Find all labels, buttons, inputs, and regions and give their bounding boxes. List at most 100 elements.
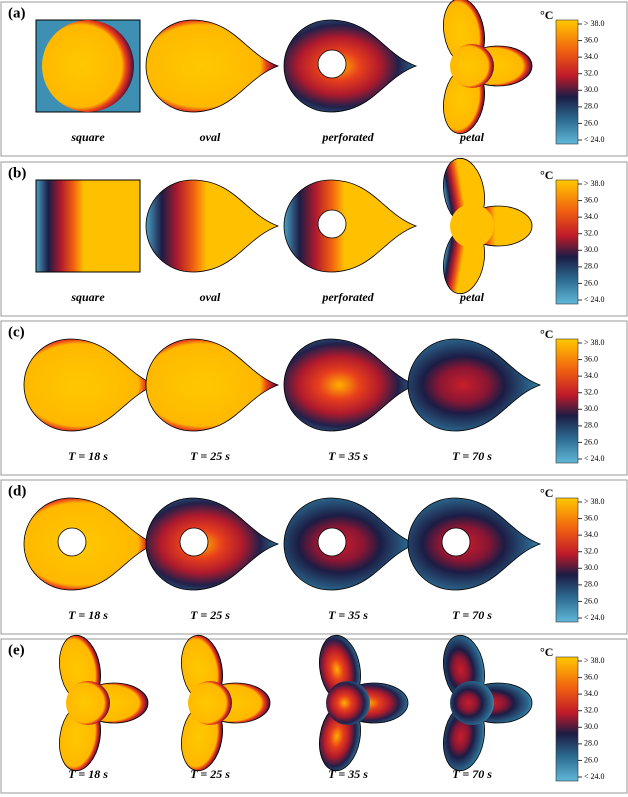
caption: T = 18 s xyxy=(68,449,108,463)
caption: perforated xyxy=(321,130,374,144)
colorbar-label: 34.0 xyxy=(584,212,598,221)
caption: T = 25 s xyxy=(190,608,230,622)
caption: petal xyxy=(459,130,485,144)
colorbar xyxy=(556,657,578,781)
hole xyxy=(318,210,346,238)
colorbar-label: 34.0 xyxy=(584,371,598,380)
caption: T = 70 s xyxy=(452,449,492,463)
petal-core xyxy=(450,204,494,248)
oval-plate xyxy=(146,180,278,272)
specimen xyxy=(408,498,540,590)
colorbar-label: 28.0 xyxy=(584,421,598,430)
specimen xyxy=(408,339,540,431)
oval-plate xyxy=(24,498,156,590)
panel-label: (a) xyxy=(8,5,26,21)
oval-plate xyxy=(408,339,540,431)
oval-plate xyxy=(284,20,416,112)
colorbar-label: 32.0 xyxy=(584,69,598,78)
panel-label: (d) xyxy=(8,483,26,499)
panel: (a)squareovalperforatedpetal°C> 38.036.0… xyxy=(1,0,627,156)
colorbar-label: 32.0 xyxy=(584,388,598,397)
colorbar-label: 30.0 xyxy=(584,563,598,572)
specimen xyxy=(24,498,156,590)
colorbar-label: 36.0 xyxy=(584,672,598,681)
oval-plate xyxy=(408,498,540,590)
colorbar-label: 26.0 xyxy=(584,437,598,446)
petal-core xyxy=(66,681,110,725)
square-plate xyxy=(36,180,140,272)
hole xyxy=(180,528,208,556)
colorbar-label: 36.0 xyxy=(584,195,598,204)
colorbar-label: > 38.0 xyxy=(584,19,605,28)
colorbar-label: < 24.0 xyxy=(584,295,605,304)
colorbar-label: > 38.0 xyxy=(584,656,605,665)
colorbar-label: > 38.0 xyxy=(584,179,605,188)
colorbar-unit: °C xyxy=(540,327,553,341)
specimen xyxy=(146,498,278,590)
colorbar-unit: °C xyxy=(540,486,553,500)
specimen xyxy=(284,498,416,590)
colorbar-unit: °C xyxy=(540,168,553,182)
caption: T = 18 s xyxy=(68,608,108,622)
colorbar-label: 28.0 xyxy=(584,580,598,589)
colorbar-label: 30.0 xyxy=(584,404,598,413)
oval-plate xyxy=(146,20,278,112)
colorbar-label: 28.0 xyxy=(584,739,598,748)
caption: T = 18 s xyxy=(68,767,108,781)
colorbar-unit: °C xyxy=(540,8,553,22)
colorbar-label: 26.0 xyxy=(584,596,598,605)
specimen xyxy=(146,180,278,272)
oval-plate xyxy=(284,339,416,431)
specimen xyxy=(284,20,416,112)
colorbar-label: 26.0 xyxy=(584,118,598,127)
specimen xyxy=(54,632,148,774)
hot-zone xyxy=(42,20,134,112)
specimen xyxy=(314,632,408,774)
colorbar-label: 34.0 xyxy=(584,689,598,698)
caption: T = 35 s xyxy=(328,449,368,463)
colorbar-label: 30.0 xyxy=(584,245,598,254)
specimen xyxy=(438,155,532,297)
colorbar xyxy=(556,339,578,463)
panel-label: (c) xyxy=(8,324,25,340)
petal-core xyxy=(450,44,494,88)
specimen xyxy=(438,0,532,137)
colorbar-label: 32.0 xyxy=(584,706,598,715)
panel-label: (b) xyxy=(8,165,26,181)
specimen xyxy=(284,180,416,272)
specimen xyxy=(146,20,278,112)
caption: oval xyxy=(200,290,221,304)
caption: T = 25 s xyxy=(190,767,230,781)
colorbar-label: 26.0 xyxy=(584,755,598,764)
colorbar-label: 28.0 xyxy=(584,262,598,271)
petal-core xyxy=(188,681,232,725)
colorbar-label: 36.0 xyxy=(584,35,598,44)
colorbar-label: < 24.0 xyxy=(584,772,605,781)
hole xyxy=(318,528,346,556)
oval-plate xyxy=(284,498,416,590)
caption: oval xyxy=(200,130,221,144)
colorbar-label: 32.0 xyxy=(584,229,598,238)
colorbar-label: < 24.0 xyxy=(584,135,605,144)
oval-plate xyxy=(284,180,416,272)
oval-plate xyxy=(24,339,156,431)
oval-plate xyxy=(146,339,278,431)
caption: T = 70 s xyxy=(452,608,492,622)
figure: (a) square oval perforated petal °C > 38.0 36.0… xyxy=(0,0,628,797)
colorbar-label: 30.0 xyxy=(584,85,598,94)
colorbar-label: 36.0 xyxy=(584,513,598,522)
hole xyxy=(58,528,86,556)
caption: perforated xyxy=(321,290,374,304)
specimen xyxy=(438,632,532,774)
colorbar-label: 30.0 xyxy=(584,722,598,731)
specimen xyxy=(36,20,140,112)
caption: T = 70 s xyxy=(452,767,492,781)
hole xyxy=(318,50,346,78)
caption: square xyxy=(70,290,105,304)
panel: (c)T = 18 sT = 25 sT = 35 sT = 70 s°C> 3… xyxy=(1,321,627,475)
petal-core xyxy=(326,681,370,725)
colorbar-label: 34.0 xyxy=(584,52,598,61)
